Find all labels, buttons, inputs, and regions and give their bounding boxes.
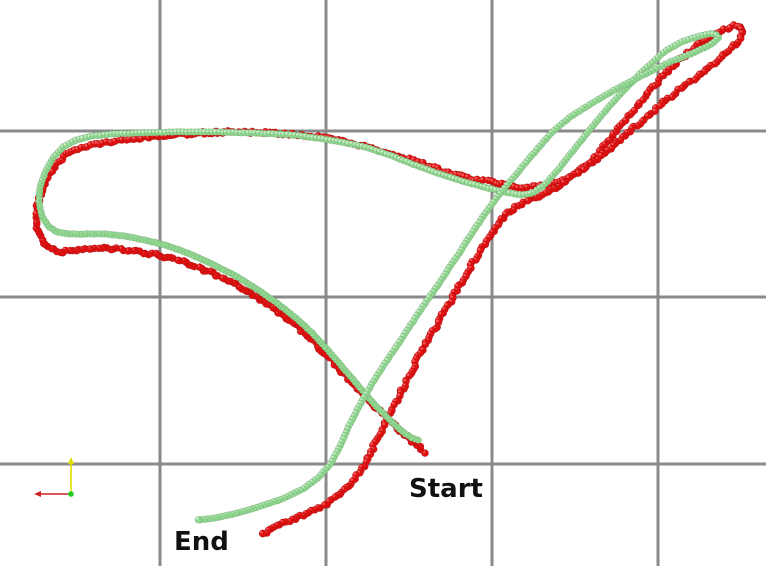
end-label: End [174,527,229,557]
axes-triad-icon [34,457,74,497]
axis-y-arrowhead [68,457,74,464]
estimated-trajectory-bead [258,529,267,538]
reference-trajectory [35,30,723,524]
reference-trajectory-bead [194,516,202,524]
axis-x-arrowhead [34,491,41,497]
start-label: Start [409,474,483,504]
reference-trajectory-bead [336,441,344,450]
estimated-trajectory [32,21,747,538]
estimated-trajectory-bead [609,141,618,150]
axis-origin-dot [68,491,74,497]
